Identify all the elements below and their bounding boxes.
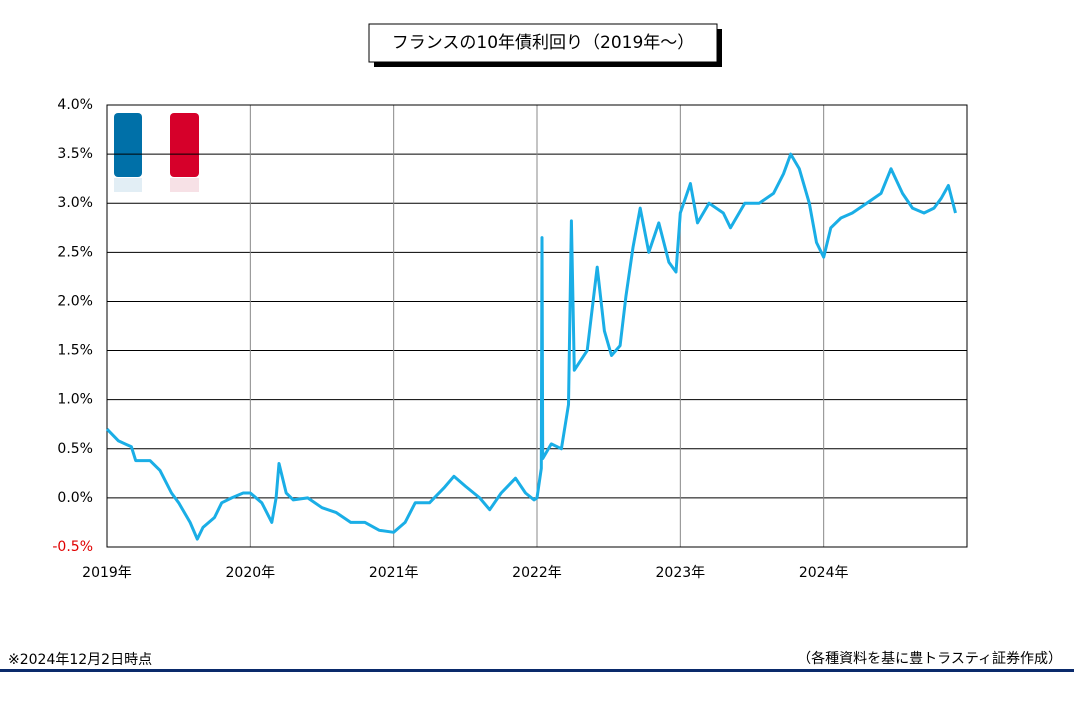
flag-reflection: [114, 178, 142, 192]
y-tick-label: 0.5%: [57, 441, 93, 457]
footer-rule: [0, 669, 1074, 672]
flag-reflection: [170, 178, 199, 192]
y-tick-label: 4.0%: [57, 97, 93, 113]
y-tick-label: 3.0%: [57, 195, 93, 211]
source: （各種資料を基に豊トラスティ証券作成）: [797, 650, 1062, 667]
y-tick-label: 3.5%: [57, 146, 93, 162]
y-tick-label: 2.5%: [57, 244, 93, 260]
flag: [114, 113, 199, 192]
line-series: [105, 152, 957, 541]
note: ※2024年12月2日時点: [8, 652, 152, 668]
y-tick-label: -0.5%: [52, 539, 93, 555]
flag-blue: [114, 113, 142, 177]
y-tick-label: 0.0%: [57, 490, 93, 506]
chart-title: フランスの10年債利回り（2019年～）: [392, 33, 695, 53]
y-tick-label: 2.0%: [57, 293, 93, 309]
y-tick-label: 1.0%: [57, 392, 93, 408]
x-tick-label: 2021年: [369, 565, 419, 581]
plot-border: [106, 104, 968, 548]
x-tick-label: 2024年: [799, 565, 849, 581]
x-tick-label: 2019年: [82, 565, 132, 581]
x-tick-label: 2020年: [226, 565, 276, 581]
y-tick-label: 1.5%: [57, 343, 93, 359]
flag-red: [170, 113, 199, 177]
x-tick-label: 2023年: [656, 565, 706, 581]
title-box: [368, 23, 718, 63]
x-tick-label: 2022年: [512, 565, 562, 581]
